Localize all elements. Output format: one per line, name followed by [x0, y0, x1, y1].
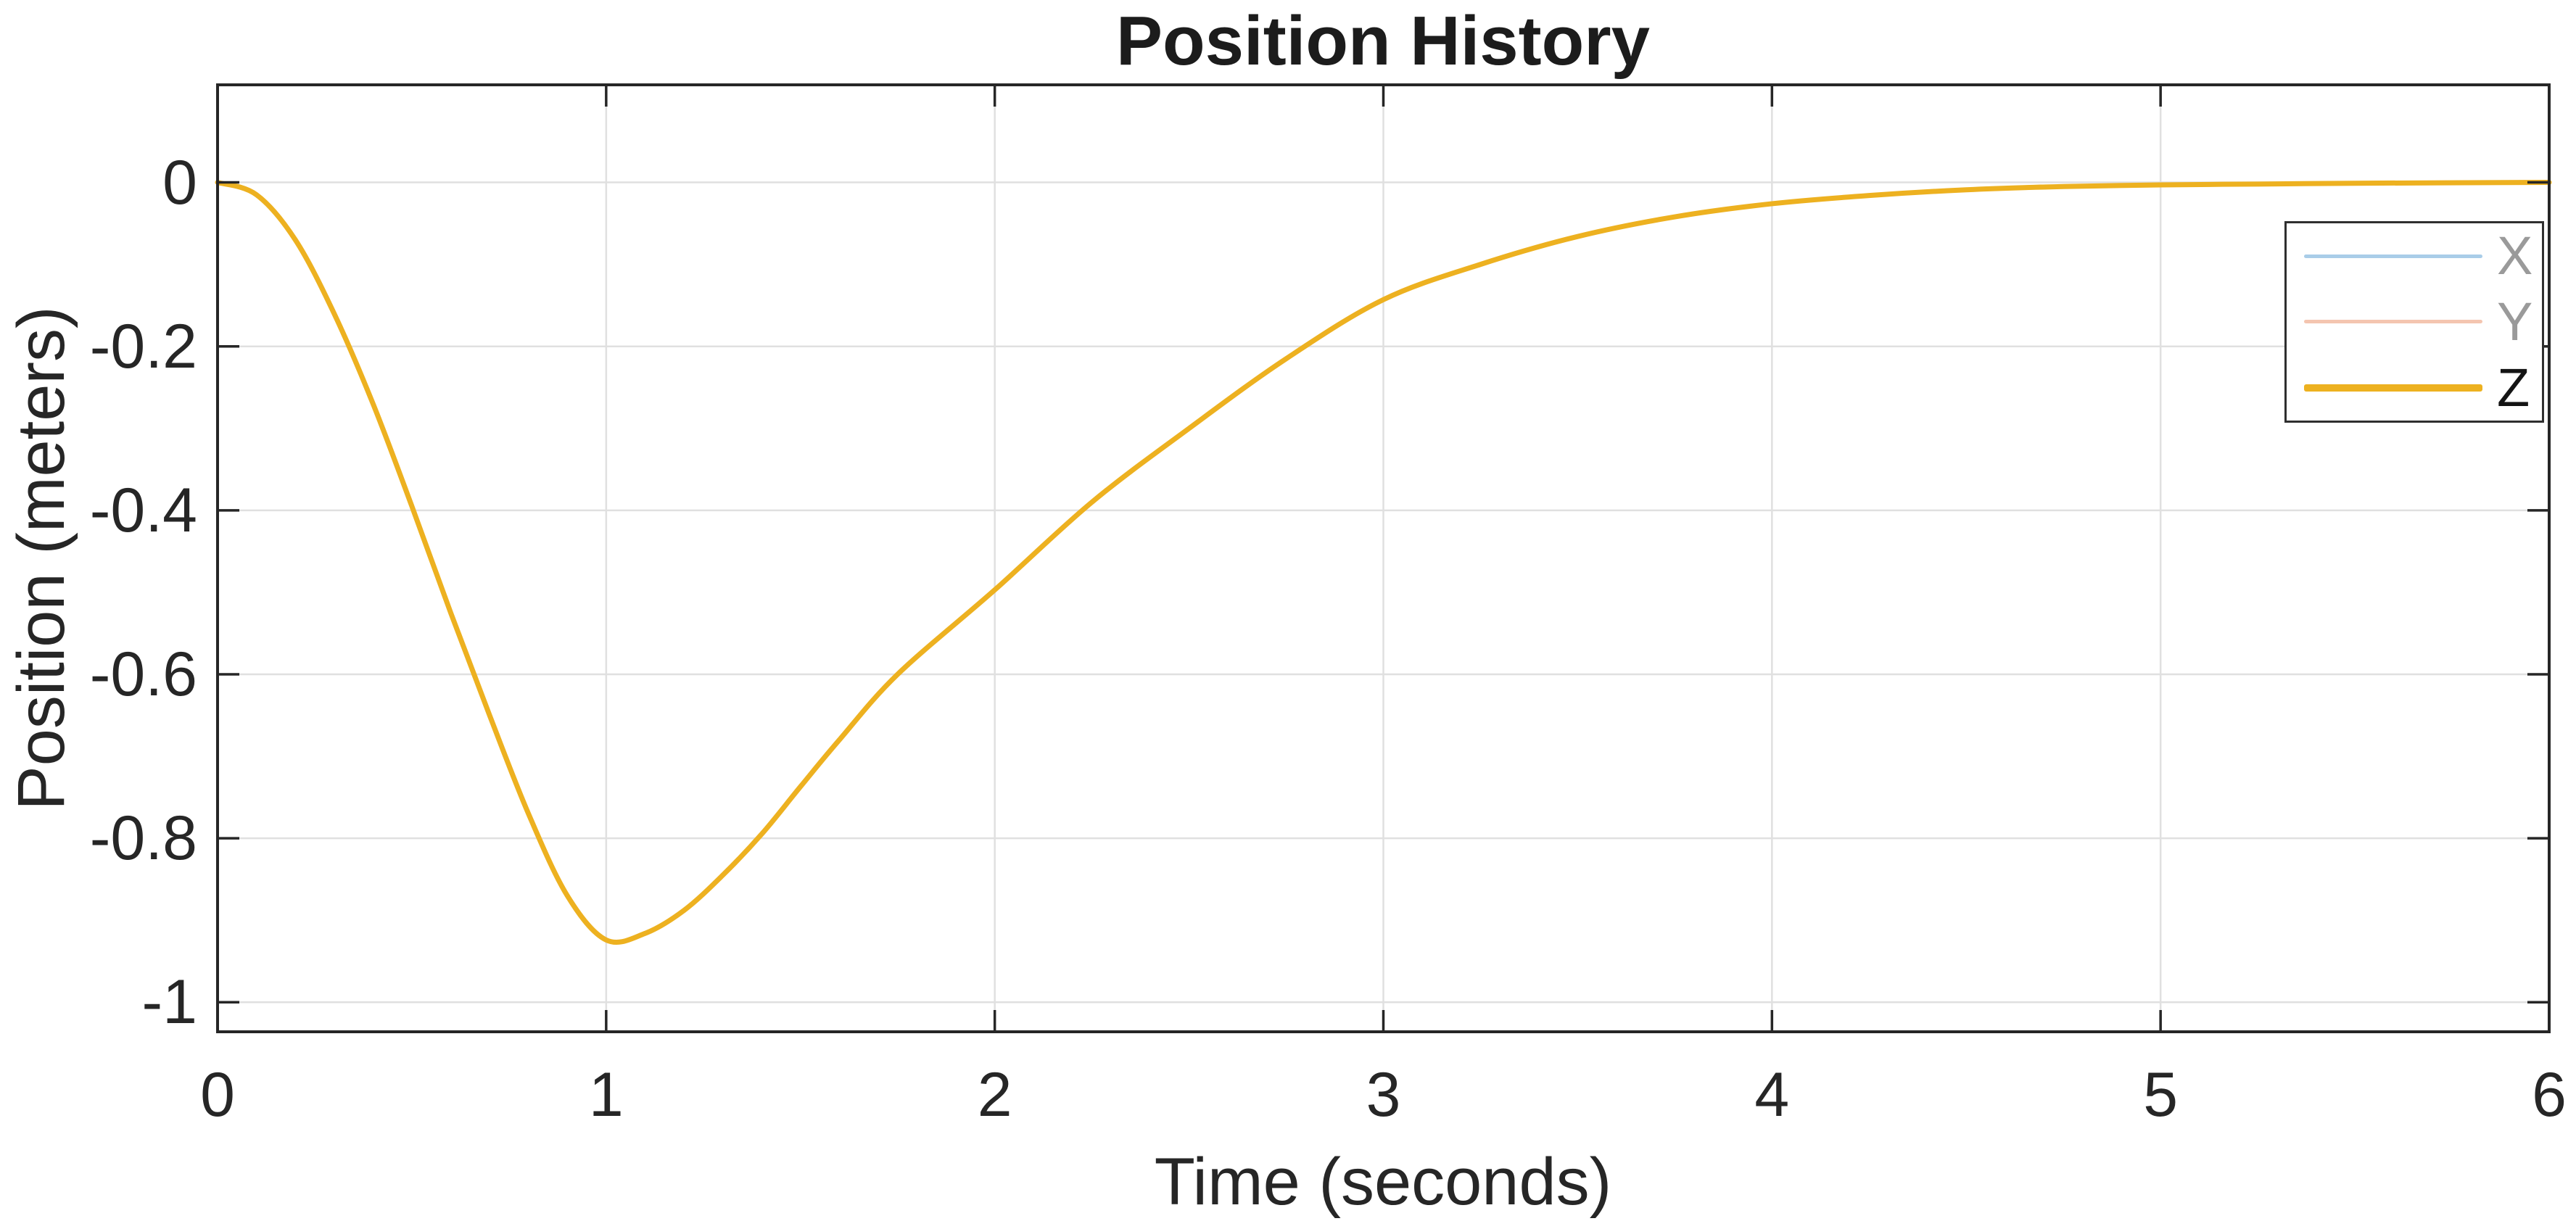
x-tick-label: 4 — [1754, 1060, 1790, 1130]
y-tick-label: -1 — [141, 967, 197, 1038]
x-tick-label: 6 — [2532, 1060, 2567, 1130]
legend-label-z: Z — [2497, 357, 2530, 418]
legend-label-y: Y — [2497, 291, 2533, 352]
legend-label-x: X — [2497, 225, 2533, 286]
curve-z — [215, 180, 2552, 945]
y-tick-label: -0.8 — [89, 803, 197, 874]
x-tick-label: 3 — [1366, 1060, 1401, 1130]
legend-item-x[interactable]: X — [2287, 227, 2542, 285]
legend-line-z-swatch — [2304, 384, 2482, 392]
legend: X Y Z — [2284, 221, 2544, 423]
y-tick-label: 0 — [162, 147, 197, 218]
y-tick-label: -0.2 — [89, 311, 197, 381]
chart-title: Position History — [1115, 2, 1651, 80]
x-tick-label: 2 — [977, 1060, 1012, 1130]
axes-border — [216, 83, 2551, 1033]
x-tick-label: 5 — [2143, 1060, 2179, 1130]
legend-item-y[interactable]: Y — [2287, 291, 2542, 352]
y-tick-label: -0.4 — [89, 475, 197, 545]
x-axis-label: Time (seconds) — [1154, 1145, 1612, 1219]
x-tick-label: 0 — [200, 1060, 235, 1130]
x-tick-label: 1 — [588, 1060, 624, 1130]
legend-line-x-swatch — [2304, 254, 2482, 258]
legend-item-z[interactable]: Z — [2287, 357, 2542, 418]
legend-line-y-swatch — [2304, 320, 2482, 324]
y-tick-label: -0.6 — [89, 639, 197, 709]
